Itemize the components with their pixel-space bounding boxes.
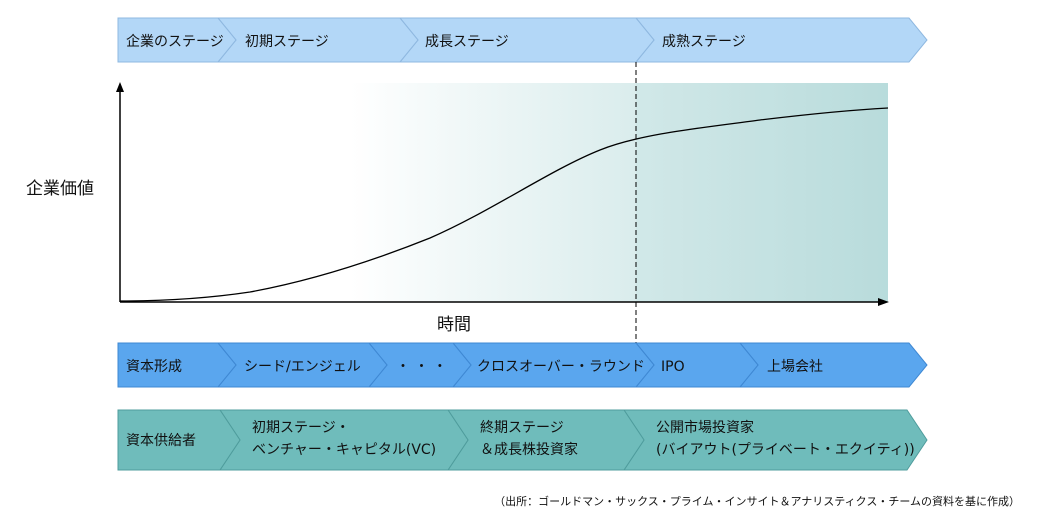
provider-row-header-box xyxy=(117,409,241,471)
stage-label-early: 初期ステージ xyxy=(245,33,329,50)
stage-label-mature: 成熟ステージ xyxy=(662,34,746,50)
y-axis-label: 企業価値 xyxy=(26,179,94,199)
capital-row-header: 資本形成 xyxy=(126,359,182,375)
capital-label-crossover: クロスオーバー・ラウンド xyxy=(477,359,645,375)
y-axis-arrow xyxy=(116,82,124,92)
maturity-shade xyxy=(636,83,888,302)
provider-chevron-early xyxy=(219,409,469,471)
provider-chevron-public xyxy=(623,409,928,471)
x-axis-arrow xyxy=(878,298,889,306)
provider-row-header: 資本供給者 xyxy=(126,433,196,449)
value-chart: 企業価値 時間 xyxy=(26,82,889,335)
provider-row: 資本供給者 初期ステージ・ ベンチャー・キャピタル(VC) 終期ステージ ＆成長… xyxy=(117,409,928,471)
stage-row-header: 企業のステージ xyxy=(126,33,224,50)
capital-label-ipo: IPO xyxy=(661,359,685,375)
provider-label-public-line1: 公開市場投資家 xyxy=(656,419,754,436)
capital-label-ellipsis: ・ ・ ・ xyxy=(396,359,447,375)
stage-label-growth: 成長ステージ xyxy=(425,34,509,50)
provider-chevron-late xyxy=(447,409,645,471)
provider-label-early-line2: ベンチャー・キャピタル(VC) xyxy=(252,442,436,458)
capital-label-listed: 上場会社 xyxy=(767,359,823,375)
provider-label-public-line2: (バイアウト(プライベート・エクイティ)) xyxy=(656,442,915,458)
stage-row: 企業のステージ 初期ステージ 成長ステージ 成熟ステージ xyxy=(117,17,928,63)
source-note: （出所：ゴールドマン・サックス・プライム・インサイト＆アナリスティクス・チームの… xyxy=(494,494,1020,508)
x-axis-label: 時間 xyxy=(437,315,471,335)
capital-row-header-box xyxy=(117,342,237,388)
stage-row-header-box xyxy=(117,17,237,63)
capital-label-seed: シード/エンジェル xyxy=(244,359,361,375)
provider-label-late-line1: 終期ステージ xyxy=(480,420,564,436)
value-curve xyxy=(119,107,889,302)
provider-label-late-line2: ＆成長株投資家 xyxy=(480,441,578,458)
capital-row: 資本形成 シード/エンジェル ・ ・ ・ クロスオーバー・ラウンド IPO 上場… xyxy=(117,342,928,388)
provider-label-early-line1: 初期ステージ・ xyxy=(252,419,350,436)
